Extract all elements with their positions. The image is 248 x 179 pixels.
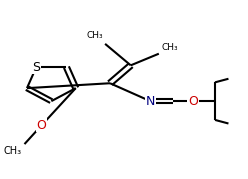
Text: CH₃: CH₃ [161,43,178,52]
Text: O: O [188,95,198,108]
Text: O: O [37,119,47,132]
Text: N: N [146,95,155,108]
Text: CH₃: CH₃ [4,146,22,156]
Text: S: S [32,61,40,74]
Text: CH₃: CH₃ [86,31,103,40]
